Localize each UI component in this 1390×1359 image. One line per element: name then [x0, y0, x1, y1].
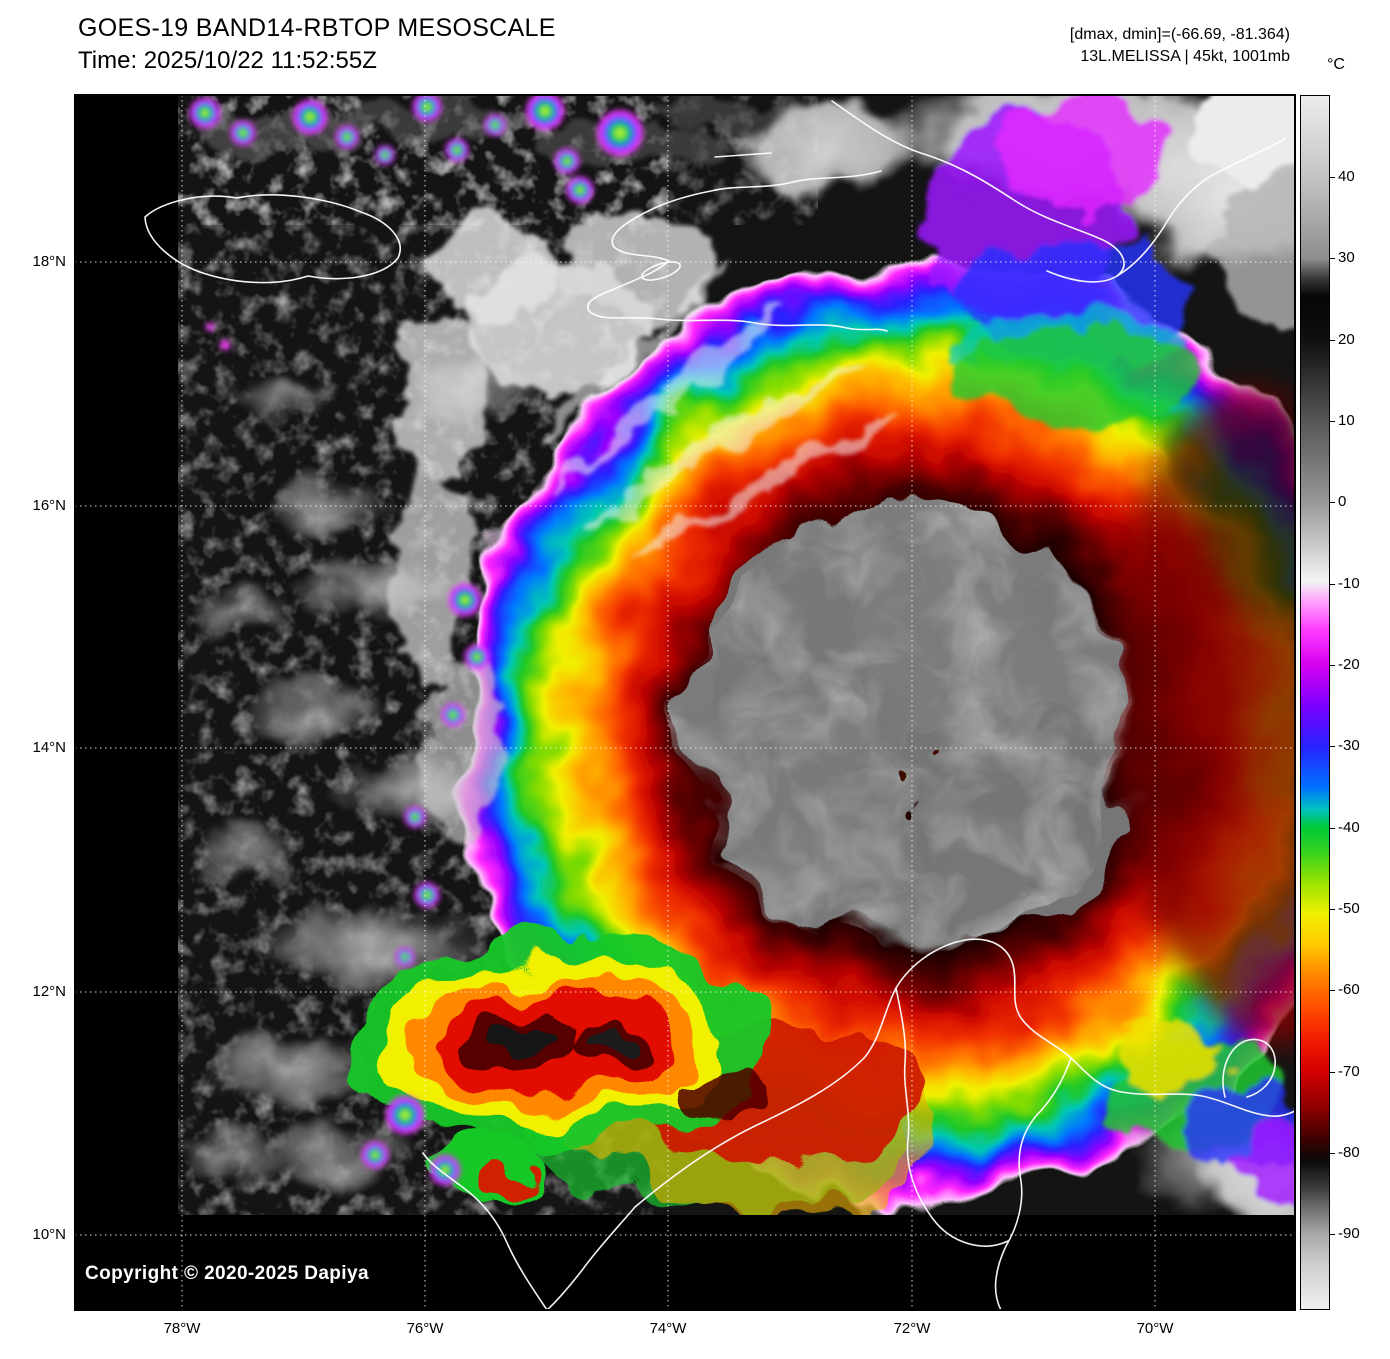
temperature-colorbar: [1300, 95, 1330, 1310]
readout-block: [dmax, dmin]=(-66.69, -81.364) 13L.MELIS…: [1070, 24, 1290, 68]
coastlines: [144, 100, 1296, 1311]
map-frame: [75, 95, 1295, 1310]
lon-label: 78°W: [163, 1320, 201, 1337]
coastline-haiti-south: [586, 260, 888, 332]
colorbar-tick-label: 30: [1329, 249, 1355, 266]
colorbar-tick-label: -90: [1329, 1225, 1360, 1242]
colorbar-tick-label: -30: [1329, 737, 1360, 754]
colorbar-tick-label: -60: [1329, 981, 1360, 998]
lon-label: 72°W: [893, 1320, 931, 1337]
coastline-jamaica: [144, 194, 401, 284]
southwest-rainband: [340, 935, 950, 1205]
colorbar-tick-label: 20: [1329, 331, 1355, 348]
satellite-scene: [75, 95, 1296, 1311]
northeast-cloud-mass: [885, 95, 1295, 420]
lon-label: 76°W: [406, 1320, 444, 1337]
east-dark-red-overlay: [1110, 385, 1295, 1045]
page-title: GOES-19 BAND14-RBTOP MESOSCALE: [78, 14, 556, 42]
lat-label: 12°N: [32, 983, 66, 1000]
colorbar-unit-label: °C: [1327, 56, 1345, 73]
scattered-convective-cells: [189, 95, 644, 1186]
central-dense-overcast: [685, 499, 1135, 950]
white-fringe-clouds: [390, 105, 925, 845]
lat-label: 18°N: [32, 253, 66, 270]
lat-label: 14°N: [32, 739, 66, 756]
lat-label: 10°N: [32, 1226, 66, 1243]
coastline-gulf-venezuela: [994, 1057, 1072, 1311]
coastline-paraguana: [1222, 1038, 1276, 1098]
colorbar-tick-label: -80: [1329, 1144, 1360, 1161]
coastline-cuba-north: [1116, 138, 1286, 277]
dmax-dmin-readout: [dmax, dmin]=(-66.69, -81.364): [1069, 26, 1290, 43]
colorbar-tick-label: -20: [1329, 656, 1360, 673]
colorbar-tick-label: -10: [1329, 575, 1360, 592]
coastline-colombia-1: [546, 1206, 636, 1311]
colorbar-tick-label: -70: [1329, 1063, 1360, 1080]
coastline-tortuga: [714, 152, 772, 158]
southeast-cloud-patches: [1105, 1020, 1295, 1215]
coastline-cuba-south: [831, 100, 1125, 283]
coastline-lake-maracaibo: [895, 987, 1009, 1247]
lat-label: 16°N: [32, 497, 66, 514]
graticule: [75, 95, 1295, 1310]
satellite-data-layer: [178, 95, 1295, 1215]
satellite-map: Copyright © 2020-2025 Dapiya: [74, 94, 1296, 1311]
storm-status-readout: 13L.MELISSA | 45kt, 1001mb: [1080, 48, 1290, 65]
coastline-gonave-island: [641, 261, 681, 281]
coastline-colombia-2: [422, 1152, 548, 1311]
colorbar-tick-label: -40: [1329, 819, 1360, 836]
colorbar-tick-label: 0: [1328, 493, 1347, 510]
coastline-haiti-north: [611, 170, 882, 262]
colorbar-tick-label: -50: [1329, 900, 1360, 917]
lon-label: 70°W: [1136, 1320, 1174, 1337]
lon-label: 74°W: [649, 1320, 687, 1337]
colorbar-tick-label: 40: [1329, 168, 1355, 185]
transverse-banding: [538, 262, 898, 556]
colorbar-tick-label: 10: [1329, 412, 1355, 429]
coastline-south-america: [634, 938, 1296, 1208]
copyright-label: Copyright © 2020-2025 Dapiya: [85, 1263, 369, 1284]
image-timestamp: Time: 2025/10/22 11:52:55Z: [78, 47, 377, 74]
